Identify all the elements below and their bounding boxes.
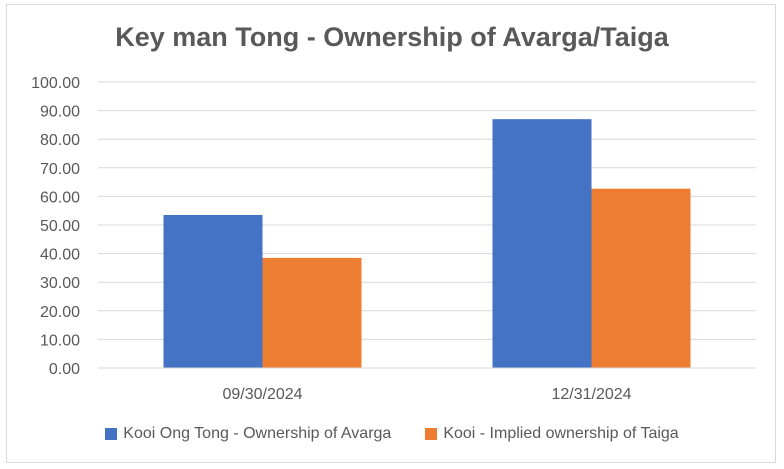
chart-legend: Kooi Ong Tong - Ownership of Avarga Kooi …: [0, 425, 784, 443]
y-tick-label: 90.00: [40, 104, 80, 121]
y-tick-label: 50.00: [40, 218, 80, 235]
y-tick-label: 30.00: [40, 275, 80, 292]
y-tick-label: 10.00: [40, 332, 80, 349]
legend-item: Kooi - Implied ownership of Taiga: [425, 425, 679, 443]
bar: [492, 119, 592, 369]
y-tick-label: 80.00: [40, 132, 80, 149]
x-tick-label: 12/31/2024: [551, 386, 631, 403]
legend-swatch: [425, 428, 438, 440]
legend-swatch: [105, 428, 118, 440]
bar: [163, 214, 263, 368]
y-tick-label: 0.00: [49, 361, 80, 378]
y-tick-label: 20.00: [40, 304, 80, 321]
y-tick-label: 100.00: [31, 75, 80, 92]
y-tick-label: 60.00: [40, 189, 80, 206]
chart-title: Key man Tong - Ownership of Avarga/Taiga: [115, 22, 669, 52]
bar: [262, 257, 362, 368]
legend-item: Kooi Ong Tong - Ownership of Avarga: [105, 425, 391, 443]
y-tick-label: 70.00: [40, 161, 80, 178]
bar: [591, 188, 691, 368]
legend-label: Kooi Ong Tong - Ownership of Avarga: [123, 425, 392, 442]
x-tick-label: 09/30/2024: [222, 386, 302, 403]
y-tick-label: 40.00: [40, 247, 80, 264]
legend-label: Kooi - Implied ownership of Taiga: [443, 425, 679, 442]
